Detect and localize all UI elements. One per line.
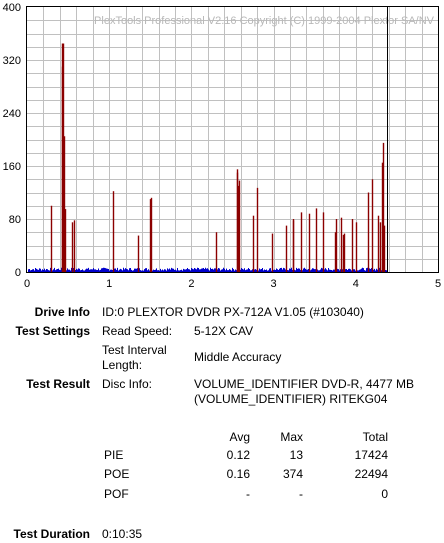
- stats-row-max: 374: [282, 467, 303, 481]
- stats-row-name: POF: [104, 487, 129, 501]
- y-tick-label: 80: [9, 214, 21, 226]
- stats-row-max: -: [299, 487, 303, 501]
- x-tick-label: 1: [106, 278, 112, 290]
- y-tick-label: 320: [3, 55, 21, 67]
- disc-info-line2: (VOLUME_IDENTIFIER) RITEKG04: [194, 392, 388, 406]
- test-duration-label: Test Duration: [13, 527, 90, 541]
- x-tick-label: 3: [271, 278, 277, 290]
- stats-header-total: Total: [362, 430, 388, 444]
- test-interval-value: Middle Accuracy: [194, 350, 282, 364]
- y-tick-label: 240: [3, 108, 21, 120]
- x-tick-label: 5: [435, 278, 441, 290]
- stats-row-avg: -: [246, 487, 250, 501]
- test-settings-label: Test Settings: [15, 324, 90, 338]
- stats-row-total: 17424: [354, 448, 388, 462]
- error-chart: PlexTools Professional V2.16 Copyright (…: [3, 2, 441, 290]
- stats-row-name: PIE: [104, 448, 124, 462]
- y-tick-label: 160: [3, 161, 21, 173]
- x-tick-label: 4: [353, 278, 359, 290]
- y-axis-labels: 0 80 160 240 320 400: [3, 2, 21, 279]
- read-speed-label: Read Speed:: [102, 324, 173, 338]
- pie-series: [28, 267, 388, 272]
- x-axis-labels: 0 1 2 3 4 5: [24, 278, 441, 290]
- stats-row-avg: 0.16: [226, 467, 250, 481]
- read-speed-value: 5-12X CAV: [194, 324, 254, 338]
- test-duration-value: 0:10:35: [102, 527, 143, 541]
- drive-info-value: ID:0 PLEXTOR DVDR PX-712A V1.05 (#103040…: [102, 305, 364, 319]
- poe-series: [50, 43, 386, 272]
- plot-area-border: [26, 6, 439, 273]
- chart-watermark: PlexTools Professional V2.16 Copyright (…: [94, 15, 435, 27]
- stats-header-avg: Avg: [229, 430, 250, 444]
- chart-grid: [27, 7, 438, 272]
- y-tick-label: 400: [3, 2, 21, 14]
- x-tick-label: 2: [188, 278, 194, 290]
- stats-header-max: Max: [280, 430, 303, 444]
- stats-row-avg: 0.12: [226, 448, 250, 462]
- stats-row-total: 22494: [354, 467, 388, 481]
- drive-info-label: Drive Info: [34, 305, 90, 319]
- disc-info-line1: VOLUME_IDENTIFIER DVD-R, 4477 MB: [194, 377, 415, 391]
- test-result-label: Test Result: [26, 377, 90, 391]
- x-tick-label: 0: [24, 278, 30, 290]
- stats-row-max: 13: [289, 448, 303, 462]
- stats-row-name: POE: [104, 467, 130, 481]
- stats-row-total: 0: [381, 487, 388, 501]
- disc-info-label: Disc Info:: [102, 377, 153, 391]
- test-interval-label-line2: Length:: [102, 358, 143, 372]
- y-tick-label: 0: [15, 267, 21, 279]
- test-interval-label-line1: Test Interval: [102, 343, 167, 357]
